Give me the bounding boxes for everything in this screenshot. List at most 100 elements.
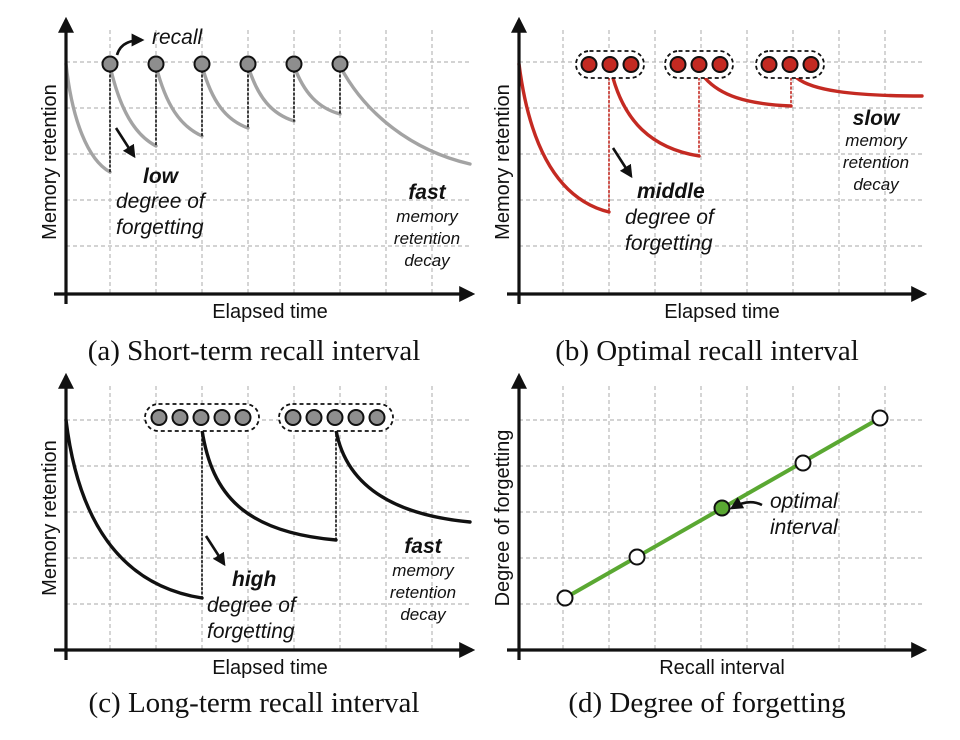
optimal-arrow xyxy=(729,497,763,510)
interval-point xyxy=(556,589,574,607)
panel-b-decay-curve-3 xyxy=(703,76,793,108)
recall-dot xyxy=(331,55,349,73)
panel-c-xlabel: Elapsed time xyxy=(212,657,328,679)
recall-dot xyxy=(284,409,302,426)
recall-arrow xyxy=(115,33,145,56)
panel-d-xlabel: Recall interval xyxy=(659,657,785,679)
recall-dot xyxy=(368,409,386,426)
panel-d-ylabel: Degree of forgetting xyxy=(492,430,514,607)
high-arrow xyxy=(204,535,226,567)
slow-rest-1: memory xyxy=(845,131,908,150)
middle-rest-1: degree of xyxy=(625,206,716,229)
panel-b-recall-group-3 xyxy=(755,50,825,79)
recall-dot xyxy=(622,56,640,73)
low-rest-2: forgetting xyxy=(116,216,204,239)
optimal-label-2: interval xyxy=(770,516,839,539)
fast-word-c: fast xyxy=(404,535,442,558)
panel-b-caption: (b) Optimal recall interval xyxy=(555,335,859,367)
panel-c-curves xyxy=(64,418,472,600)
panel-a: recall low degree of forgetting fast mem… xyxy=(39,16,476,367)
panel-a-caption: (a) Short-term recall interval xyxy=(88,335,421,367)
high-rest-2: forgetting xyxy=(207,620,295,643)
fast-rest-3-c: decay xyxy=(400,605,447,624)
recall-dot xyxy=(234,409,252,426)
low-rest-1: degree of xyxy=(116,190,207,213)
low-arrow xyxy=(114,127,136,159)
panel-b-recall-group-2 xyxy=(664,50,734,79)
panel-c-decay-curve-1 xyxy=(64,418,204,600)
recall-dot xyxy=(690,56,708,73)
recall-dot xyxy=(601,56,619,73)
high-word: high xyxy=(232,568,276,591)
panel-c-ylabel: Memory retention xyxy=(39,440,61,596)
panel-b-decay-curve-1 xyxy=(517,62,611,214)
panel-b-decay-curve-4 xyxy=(795,76,924,98)
panel-b-xlabel: Elapsed time xyxy=(664,301,780,323)
recall-dot xyxy=(760,56,778,73)
panel-d-grid xyxy=(519,386,922,650)
recall-dot xyxy=(171,409,189,426)
panel-a-decay-curve-5 xyxy=(246,64,296,123)
high-rest-1: degree of xyxy=(207,594,298,617)
panel-c-decay-curve-2 xyxy=(200,428,338,542)
slow-word: slow xyxy=(853,107,901,130)
optimal-label-1: optimal xyxy=(770,490,839,513)
panel-a-axes xyxy=(54,16,476,304)
fast-rest-1-c: memory xyxy=(392,561,455,580)
recall-dot xyxy=(781,56,799,73)
recall-dot xyxy=(305,409,323,426)
panel-a-decay-curve-4 xyxy=(200,64,250,130)
panel-a-decay-curve-3 xyxy=(154,64,204,138)
panel-a-ylabel: Memory retention xyxy=(39,84,61,240)
panel-a-decay-curve-2 xyxy=(108,64,158,148)
recall-dot xyxy=(347,409,365,426)
recall-dot xyxy=(150,409,168,426)
recall-dot xyxy=(711,56,729,73)
recall-dot xyxy=(285,55,303,73)
panel-b-decay-curve-2 xyxy=(611,76,701,158)
recall-dot xyxy=(802,56,820,73)
interval-point xyxy=(628,548,646,566)
recall-label: recall xyxy=(152,26,204,49)
panel-c-caption: (c) Long-term recall interval xyxy=(89,687,420,719)
middle-rest-2: forgetting xyxy=(625,232,713,255)
fast-rest-3: decay xyxy=(404,251,451,270)
panel-a-xlabel: Elapsed time xyxy=(212,301,328,323)
panel-b-recall-group-1 xyxy=(575,50,645,79)
recall-dot xyxy=(326,409,344,426)
middle-word: middle xyxy=(637,180,705,203)
fast-rest-1: memory xyxy=(396,207,459,226)
panel-d: optimal interval Degree of forgetting Re… xyxy=(492,372,928,719)
middle-arrow xyxy=(611,147,633,179)
optimal-interval-point xyxy=(713,499,731,517)
panel-d-axes xyxy=(507,372,928,660)
recall-dot xyxy=(213,409,231,426)
recall-dot xyxy=(147,55,165,73)
fast-word: fast xyxy=(408,181,446,204)
recall-dot xyxy=(101,55,119,73)
panel-c-decay-curve-3 xyxy=(334,428,472,524)
panel-a-decay-curve-6 xyxy=(292,64,342,116)
panel-a-decay-curve-1 xyxy=(64,62,112,174)
panel-b-ylabel: Memory retention xyxy=(492,84,514,240)
panel-b: middle degree of forgetting slow memory … xyxy=(492,16,928,367)
interval-point xyxy=(871,409,889,427)
recall-dot xyxy=(192,409,210,426)
fast-rest-2: retention xyxy=(394,229,460,248)
fast-rest-2-c: retention xyxy=(390,583,456,602)
slow-rest-3: decay xyxy=(853,175,900,194)
panel-a-recall-dots xyxy=(101,55,349,73)
panel-a-grid xyxy=(66,30,470,294)
panel-a-decay-curve-7 xyxy=(338,64,472,166)
recall-dot xyxy=(580,56,598,73)
panel-c: high degree of forgetting fast memory re… xyxy=(39,372,476,719)
recall-dot xyxy=(669,56,687,73)
recall-dot xyxy=(239,55,257,73)
panel-d-caption: (d) Degree of forgetting xyxy=(568,687,845,719)
interval-point xyxy=(794,454,812,472)
panel-b-curves xyxy=(517,62,924,214)
panel-a-curves xyxy=(64,62,472,174)
panel-c-axes xyxy=(54,372,476,660)
panel-b-axes xyxy=(507,16,928,304)
